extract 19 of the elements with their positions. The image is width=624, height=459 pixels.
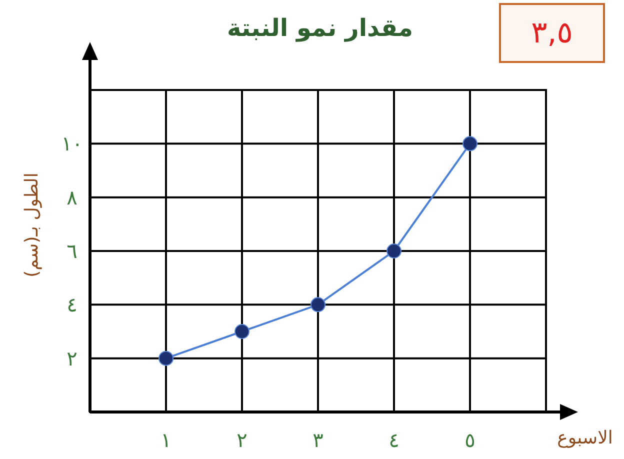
y-tick-label: ٤ [66,292,78,317]
x-tick-label: ٥ [464,428,476,452]
chart-title: مقدار نمو النبتة [226,14,414,42]
y-tick-label: ٢ [66,346,78,370]
y-tick-label: ٦ [66,239,78,263]
point [462,136,478,152]
x-tick-label: ٢ [236,428,248,452]
x-tick-label: ١ [160,428,172,452]
point [158,350,174,366]
y-tick-label: ٨ [66,185,78,210]
point [234,324,250,339]
y-tick-label: ١٠ [61,132,83,156]
x-tick-label: ٤ [388,428,400,452]
x-axis-title: الاسبوع [557,428,613,448]
point [310,297,326,312]
text: ٣,٥ [531,16,573,50]
x-tick-label: ٣ [312,428,324,452]
y-axis-title: الطول بـ(سم) [22,172,42,278]
point [386,244,402,258]
